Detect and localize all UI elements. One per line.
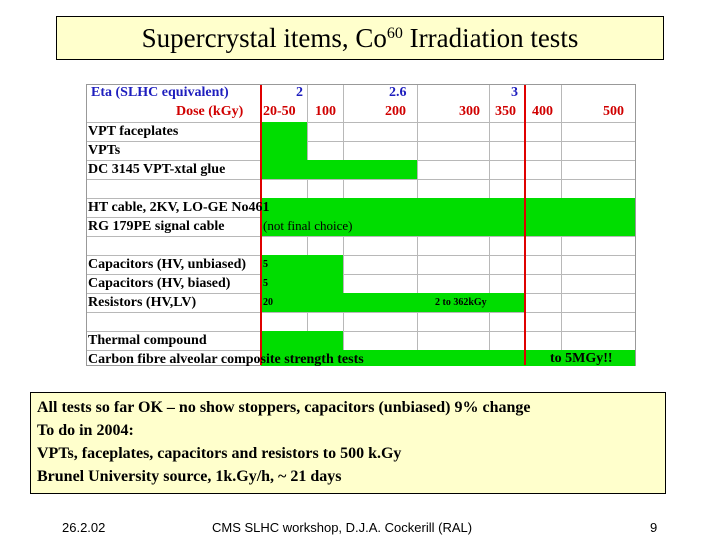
row-label: Capacitors (HV, unbiased) — [88, 257, 247, 272]
bar-cap-unbiased — [261, 255, 343, 274]
dose-value: 400 — [532, 104, 553, 119]
summary-line: VPTs, faceplates, capacitors and resisto… — [37, 445, 402, 462]
row-label: Thermal compound — [88, 333, 207, 348]
eta-label: Eta (SLHC equivalent) — [91, 85, 229, 100]
summary-line: Brunel University source, 1k.Gy/h, ~ 21 … — [37, 468, 342, 485]
row-label: Carbon fibre alveolar composite strength… — [88, 352, 364, 367]
row-label: VPT faceplates — [88, 124, 179, 139]
red-marker-line — [260, 85, 262, 365]
row-label: DC 3145 VPT-xtal glue — [88, 162, 226, 177]
bar-resistors — [261, 293, 525, 312]
bar-carbon-fibre — [261, 350, 635, 366]
title-superscript: 60 — [386, 25, 403, 42]
grid-hline — [87, 255, 635, 256]
dose-value: 350 — [495, 104, 516, 119]
note-resistors-range: 2 to 362kGy — [435, 297, 487, 308]
bar-glue — [261, 160, 417, 179]
note-not-final: (not final choice) — [263, 218, 353, 233]
footer-page-number: 9 — [650, 520, 658, 535]
grid-hline — [87, 331, 635, 332]
row-label: Capacitors (HV, biased) — [88, 276, 231, 291]
row-label: VPTs — [88, 143, 121, 158]
grid-hline — [87, 141, 635, 142]
bar-thermal — [261, 331, 343, 350]
dose-value: 500 — [603, 104, 624, 119]
note-cap-unbiased: 5 — [263, 259, 268, 270]
grid-hline — [87, 122, 635, 123]
title-main: Supercrystal items, Co — [141, 22, 387, 53]
bar-cap-biased — [261, 274, 343, 293]
red-marker-line — [524, 85, 526, 365]
footer-date: 26.2.02 — [62, 520, 106, 535]
bar-vpt-faceplates-vpts — [261, 122, 307, 160]
dose-value: 300 — [459, 104, 480, 119]
dose-label: Dose (kGy) — [176, 104, 244, 119]
eta-value: 2 — [296, 85, 303, 100]
eta-value: 2.6 — [389, 85, 407, 100]
summary-line: To do in 2004: — [37, 422, 134, 439]
grid-hline — [87, 274, 635, 275]
row-label: RG 179PE signal cable — [88, 219, 225, 234]
summary-box: All tests so far OK – no show stoppers, … — [30, 392, 666, 494]
footer-center: CMS SLHC workshop, D.J.A. Cockerill (RAL… — [212, 520, 473, 535]
grid-hline — [87, 236, 635, 237]
bar-cables — [261, 198, 635, 236]
dose-value: 200 — [385, 104, 406, 119]
row-label: Resistors (HV,LV) — [88, 295, 197, 310]
summary-line: All tests so far OK – no show stoppers, … — [37, 399, 531, 416]
eta-value: 3 — [511, 85, 518, 100]
note-to-5mgy: to 5MGy!! — [550, 351, 613, 366]
dose-value: 20-50 — [263, 104, 296, 119]
dose-value: 100 — [315, 104, 336, 119]
note-cap-biased: 5 — [263, 278, 268, 289]
note-resistors: 20 — [263, 297, 273, 308]
grid-hline — [87, 312, 635, 313]
slide-title: Supercrystal items, Co 60 Irradiation tes… — [56, 16, 664, 60]
title-rest: Irradiation tests — [402, 22, 579, 53]
grid-hline — [87, 179, 635, 180]
irradiation-table: Eta (SLHC equivalent) 2 2.6 3 Dose (kGy)… — [86, 84, 636, 367]
row-label: HT cable, 2KV, LO-GE No461 — [88, 200, 270, 215]
